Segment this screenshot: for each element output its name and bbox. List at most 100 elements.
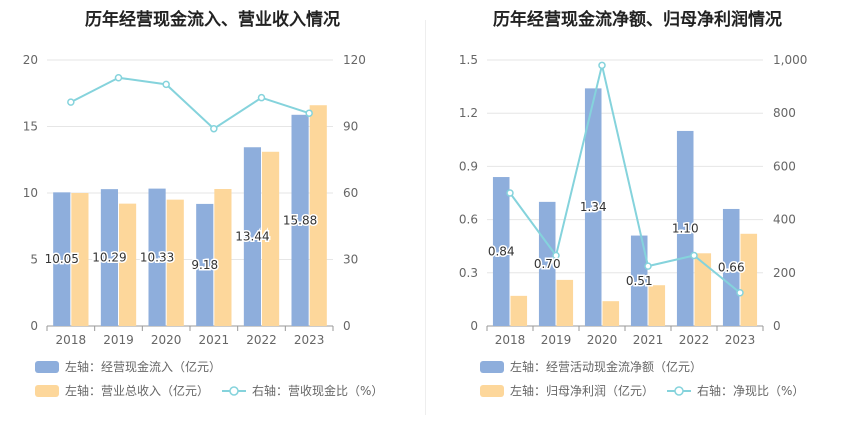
y-left-tick-label: 5 xyxy=(30,253,38,267)
legend-swatch xyxy=(35,361,59,373)
bar xyxy=(53,192,71,326)
x-tick-label: 2020 xyxy=(151,333,182,347)
bar xyxy=(71,193,89,326)
x-tick-label: 2018 xyxy=(56,333,87,347)
bar xyxy=(148,188,166,326)
line-point xyxy=(305,109,313,117)
legend-label: 左轴：经营活动现金流净额（亿元） xyxy=(510,359,702,374)
bar xyxy=(166,199,184,326)
line-point xyxy=(552,251,560,260)
bar xyxy=(492,177,510,326)
y-left-tick-label: 0 xyxy=(30,319,38,333)
legend-swatch xyxy=(480,385,504,397)
x-tick-label: 2023 xyxy=(725,333,756,347)
x-tick-label: 2022 xyxy=(679,333,710,347)
bar xyxy=(676,130,694,326)
y-right-tick-label: 800 xyxy=(773,106,796,120)
y-right-tick-label: 30 xyxy=(343,253,358,267)
bar xyxy=(119,203,137,326)
bar xyxy=(291,114,309,327)
y-left-tick-label: 15 xyxy=(23,120,38,134)
y-right-tick-label: 1,000 xyxy=(773,53,807,67)
x-tick-label: 2021 xyxy=(199,333,230,347)
legend-label: 左轴：营业总收入（亿元） xyxy=(65,383,209,398)
bar xyxy=(722,208,740,326)
line-point xyxy=(736,289,744,297)
bar xyxy=(262,151,280,326)
bar xyxy=(196,203,214,326)
y-left-tick-label: 1.5 xyxy=(459,53,478,67)
bar xyxy=(510,295,528,326)
data-label: 1.10 xyxy=(672,221,699,235)
data-label: 0.70 xyxy=(534,257,561,271)
y-left-tick-label: 0.6 xyxy=(459,213,478,227)
bar xyxy=(243,147,261,326)
line-point xyxy=(506,189,514,197)
y-left-tick-label: 20 xyxy=(23,53,38,67)
series-line xyxy=(509,65,741,294)
line-point xyxy=(210,124,218,133)
line-point xyxy=(644,262,652,270)
x-tick-label: 2022 xyxy=(246,333,277,347)
data-label: 15.88 xyxy=(283,213,317,227)
legend-label: 左轴：经营现金流入（亿元） xyxy=(65,359,221,374)
y-right-tick-label: 0 xyxy=(773,319,781,333)
chart-panel-net-cash-profit: 历年经营现金流净额、归母净利润情况 0 0.3 0.6 0.9 1.2 1.5 0 200 40… xyxy=(425,0,850,437)
chart-cash-inflow-revenue: 0 5 10 15 20 0 30 60 90 120 2018 2019 2020 2021 2022 20… xyxy=(23,53,384,398)
y-right-tick-label: 90 xyxy=(343,120,358,134)
y-left-tick-label: 10 xyxy=(23,186,38,200)
y-right-tick-label: 120 xyxy=(343,53,366,67)
bar xyxy=(602,301,620,326)
y-left-tick-label: 0.9 xyxy=(459,159,478,173)
line-point xyxy=(67,98,75,106)
chart-net-cash-profit: 0 0.3 0.6 0.9 1.2 1.5 0 200 400 600 800 1,000 2018 20… xyxy=(459,53,807,398)
data-label: 10.05 xyxy=(45,252,79,266)
line-point xyxy=(690,251,698,260)
bar xyxy=(556,279,574,326)
legend-swatch xyxy=(35,385,59,397)
bar xyxy=(214,189,232,326)
y-right-tick-label: 200 xyxy=(773,266,796,280)
chart-panel-cash-inflow-revenue: 历年经营现金流入、营业收入情况 0 5 10 15 20 0 30 60 90 120 2018 20… xyxy=(23,10,384,398)
data-label: 0.66 xyxy=(718,260,745,274)
data-label: 1.34 xyxy=(580,200,607,214)
x-tick-label: 2018 xyxy=(495,333,526,347)
bar xyxy=(538,201,556,326)
chart-title: 历年经营现金流入、营业收入情况 xyxy=(85,10,340,30)
y-left-tick-label: 1.2 xyxy=(459,106,478,120)
legend-swatch-marker xyxy=(674,386,684,396)
series-line xyxy=(70,76,310,130)
data-label: 9.18 xyxy=(191,258,218,272)
panel-divider xyxy=(425,20,426,415)
y-left-tick-label: 0 xyxy=(470,319,478,333)
legend-label: 右轴：净现比（%） xyxy=(697,383,804,398)
x-tick-label: 2020 xyxy=(587,333,618,347)
line-point xyxy=(114,73,123,82)
data-label: 13.44 xyxy=(235,230,269,244)
bar xyxy=(694,253,712,326)
chart-title: 历年经营现金流净额、归母净利润情况 xyxy=(493,10,782,30)
bar xyxy=(584,88,602,326)
line-point xyxy=(257,93,266,102)
x-tick-label: 2023 xyxy=(294,333,325,347)
legend-label: 右轴：营收现金比（%） xyxy=(252,383,383,398)
bar xyxy=(309,105,327,326)
data-label: 10.33 xyxy=(140,250,174,264)
legend-swatch xyxy=(480,361,504,373)
y-right-tick-label: 60 xyxy=(343,186,358,200)
data-label: 10.29 xyxy=(92,251,126,265)
y-right-tick-label: 400 xyxy=(773,213,796,227)
bar xyxy=(648,285,666,326)
y-right-tick-label: 0 xyxy=(343,319,351,333)
data-label: 0.51 xyxy=(626,274,653,288)
data-label: 0.84 xyxy=(488,245,515,259)
x-tick-label: 2019 xyxy=(103,333,134,347)
legend-swatch-marker xyxy=(229,386,239,396)
line-point xyxy=(162,80,170,89)
legend-label: 左轴：归母净利润（亿元） xyxy=(510,383,654,398)
x-tick-label: 2021 xyxy=(633,333,664,347)
bar xyxy=(630,235,648,326)
y-left-tick-label: 0.3 xyxy=(459,266,478,280)
line-point xyxy=(598,61,606,70)
